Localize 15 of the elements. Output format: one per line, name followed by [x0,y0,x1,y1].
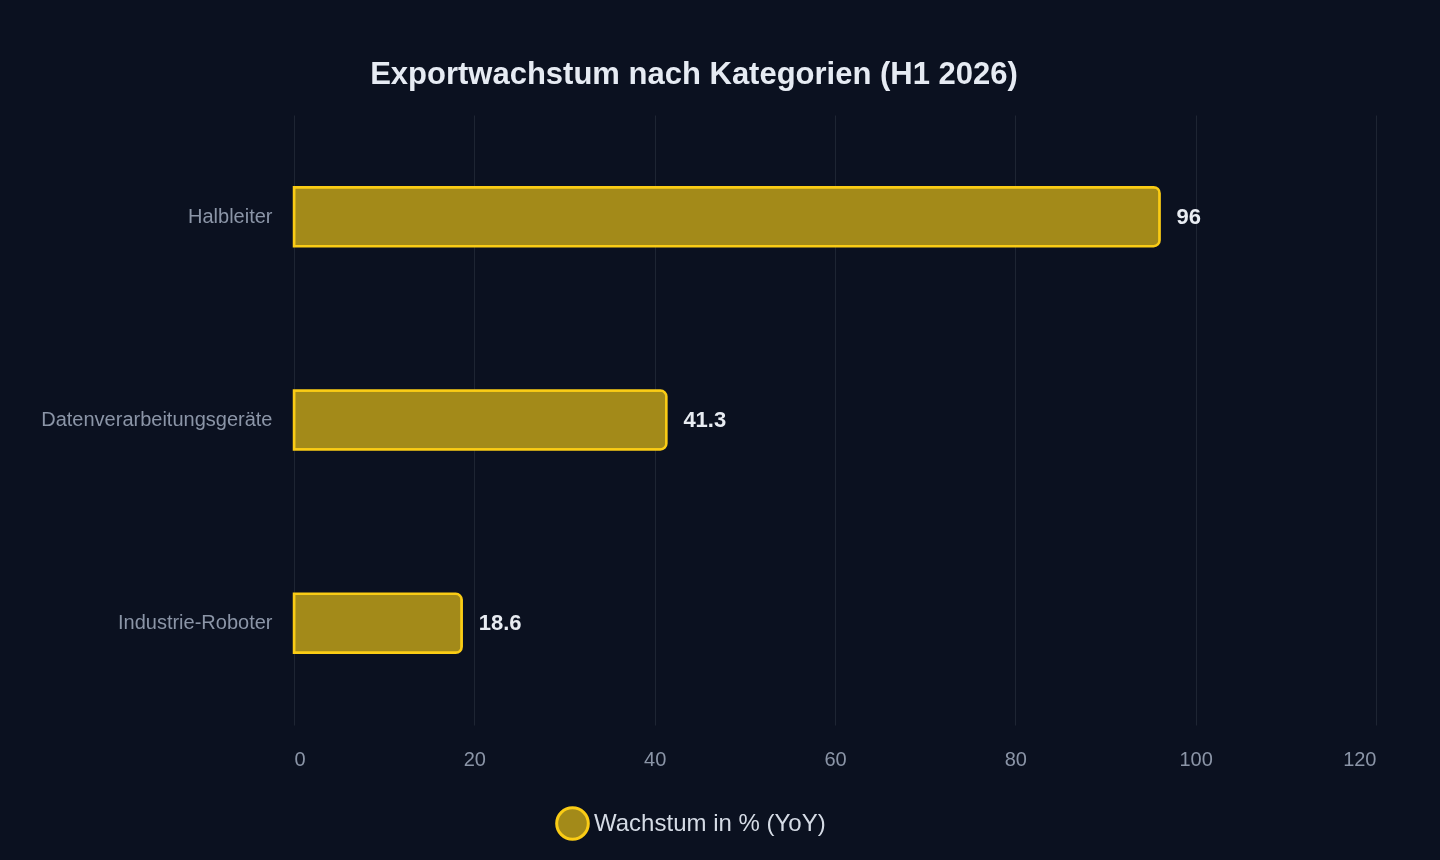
x-tick-label: 60 [824,747,847,770]
x-tick-label: 100 [1179,747,1213,770]
x-tick-label: 20 [463,747,486,770]
data-label: 18.6 [478,610,522,636]
x-tick-label: 120 [1343,747,1377,770]
y-tick-label: Halbleiter [188,204,273,227]
x-tick-label: 80 [1004,747,1027,770]
data-label: 41.3 [683,407,727,432]
chart-title: Exportwachstum nach Kategorien (H1 2026) [370,56,1018,91]
y-tick-label: Datenverarbeitungsgeräte [41,408,273,430]
x-tick-label: 40 [644,747,667,770]
data-label: 96 [1176,203,1202,229]
legend-label: Wachstum in % (YoY) [594,808,826,836]
x-tick-label: 0 [294,747,306,770]
y-tick-label: Industrie-Roboter [117,611,273,634]
